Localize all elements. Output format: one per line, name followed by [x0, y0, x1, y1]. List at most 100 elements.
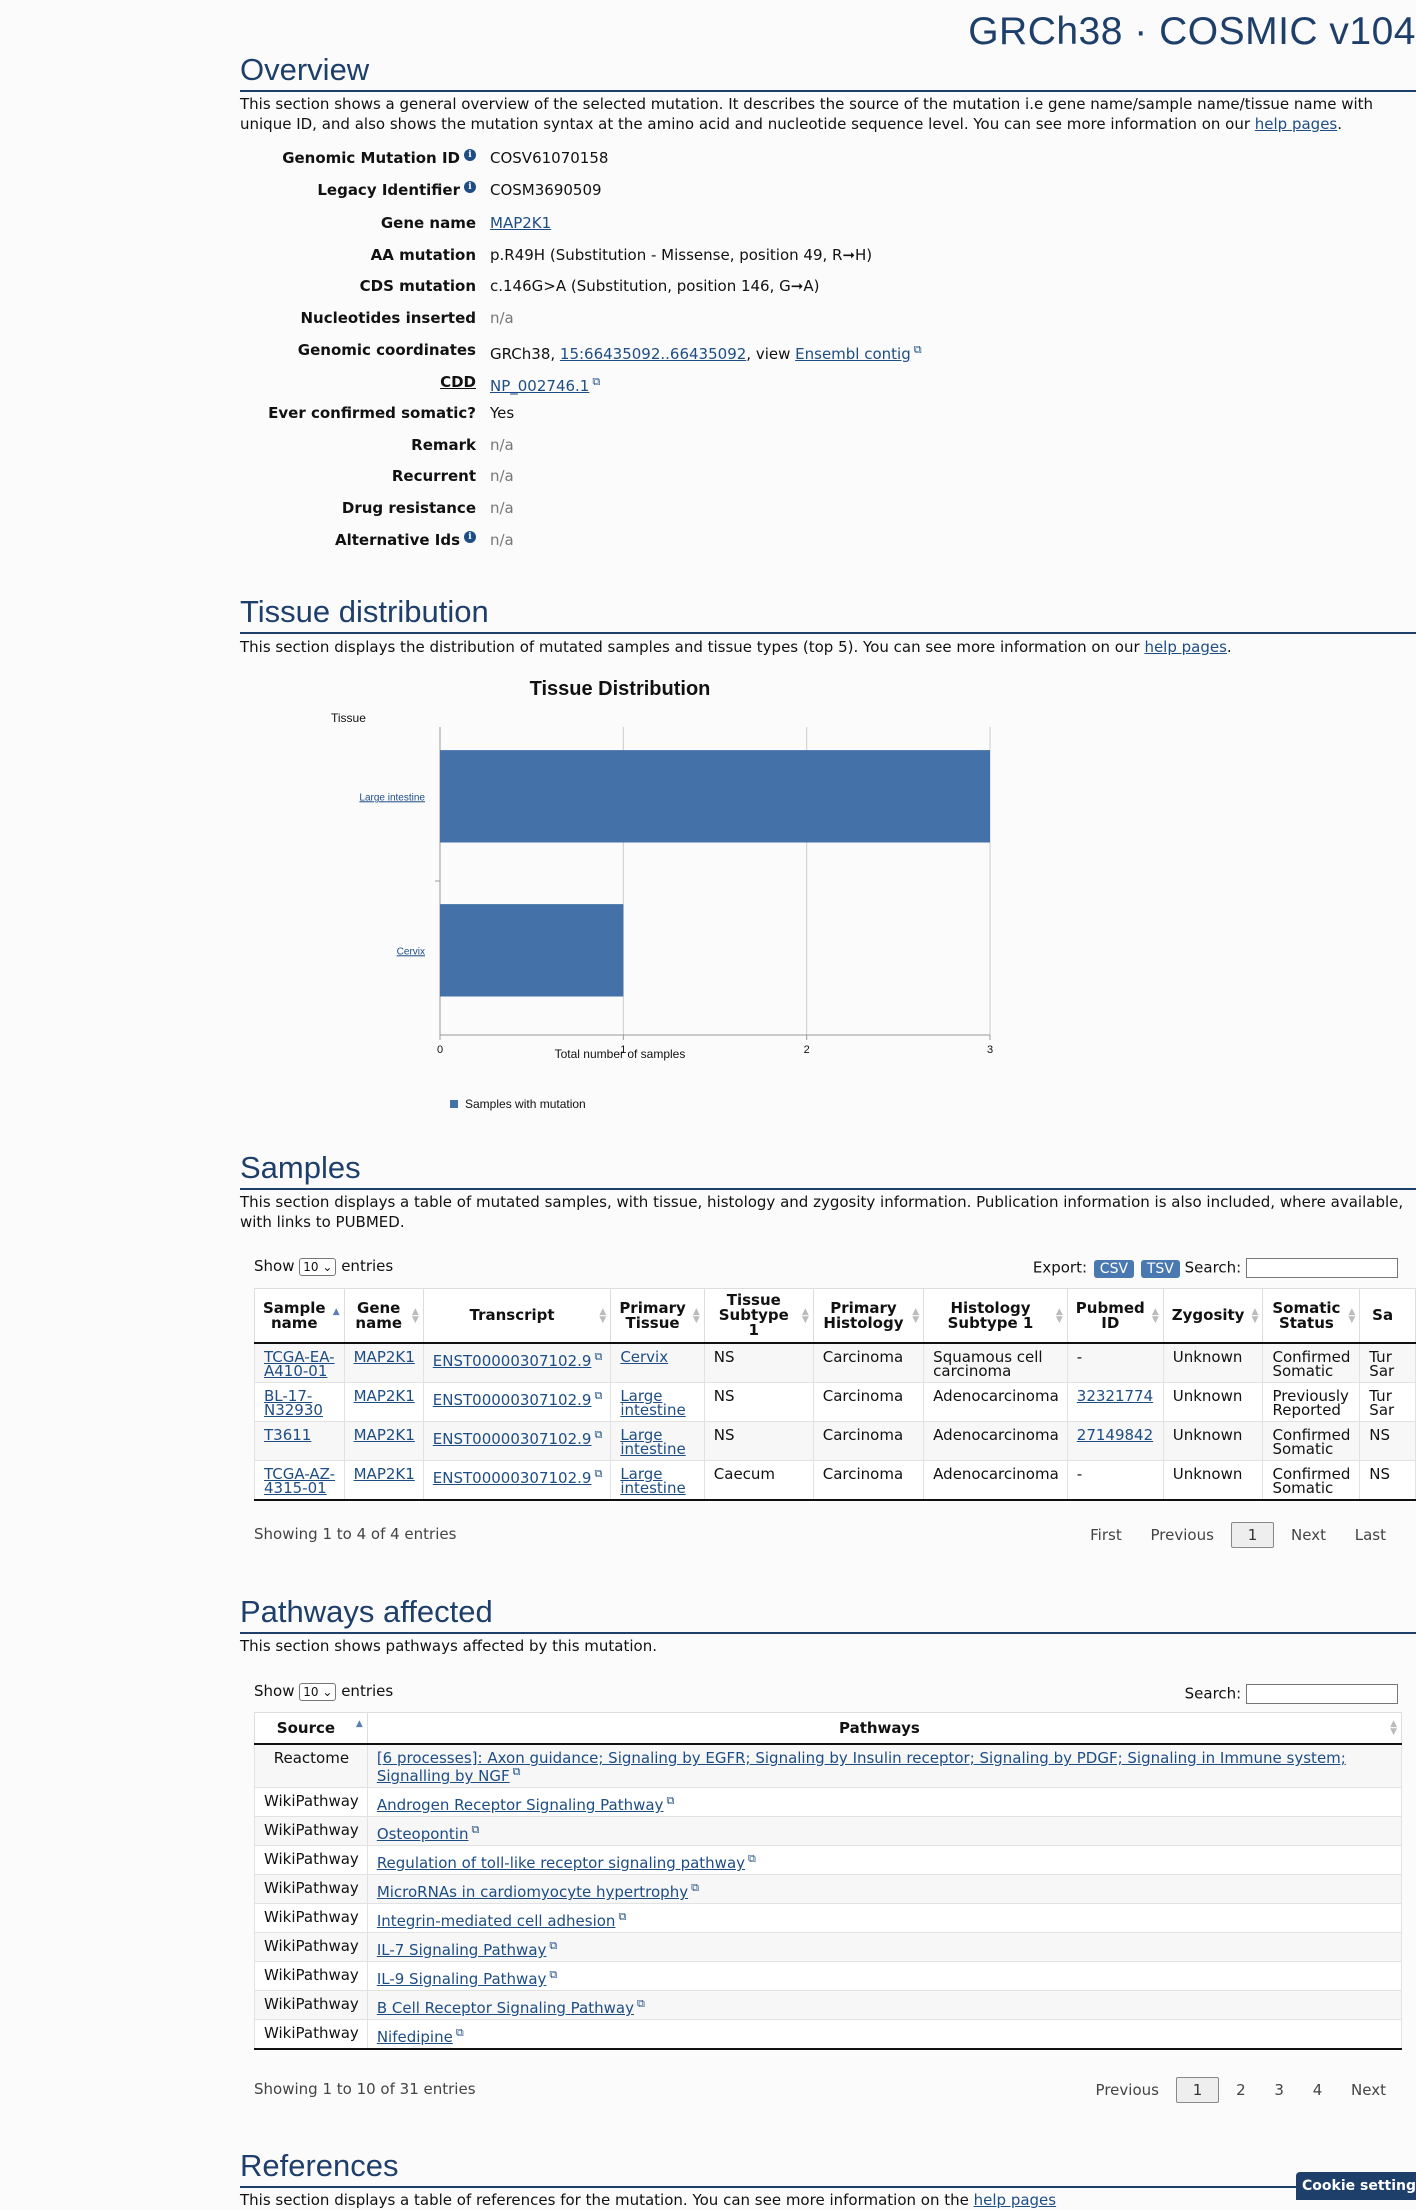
samples-page-size-select[interactable]: 10 ⌄	[299, 1257, 337, 1276]
pathways-description: This section shows pathways affected by …	[240, 1637, 657, 1655]
col-source[interactable]: Source ▲	[254, 1712, 368, 1745]
pager-previous[interactable]: Previous	[1150, 1526, 1214, 1544]
sample-link[interactable]: T3611	[264, 1426, 312, 1444]
col-pubmed-id[interactable]: Pubmed ID ▲ ▼	[1066, 1288, 1164, 1344]
overview-help-link[interactable]: help pages	[1254, 115, 1338, 133]
col-sample-name[interactable]: Sample name ▲	[254, 1288, 345, 1344]
overview-description: This section shows a general overview of…	[240, 95, 1374, 133]
pathways-length-control: Show 10 ⌄ entries	[254, 1682, 394, 1701]
gene-link[interactable]: MAP2K1	[353, 1465, 415, 1483]
source-cell: WikiPathway	[254, 2019, 368, 2050]
source-cell: WikiPathway	[254, 1932, 368, 1962]
external-link-icon: ⧉	[471, 1823, 480, 1836]
col-primary-tissue[interactable]: Primary Tissue ▲ ▼	[610, 1288, 705, 1344]
pathway-link[interactable]: IL-9 Signaling Pathway	[376, 1970, 547, 1988]
gene-name-link[interactable]: MAP2K1	[490, 214, 552, 232]
gene-link[interactable]: MAP2K1	[353, 1348, 415, 1366]
cookie-settings-button[interactable]: Cookie settings	[1296, 2172, 1416, 2200]
pager-next[interactable]: Next	[1351, 2081, 1386, 2099]
transcript-link[interactable]: ENST00000307102.9	[432, 1430, 592, 1448]
pathway-link[interactable]: Regulation of toll-like receptor signali…	[376, 1854, 746, 1872]
pathways-page-size-select[interactable]: 10 ⌄	[299, 1682, 337, 1701]
col-zygosity[interactable]: Zygosity ▲ ▼	[1162, 1288, 1264, 1344]
col-histology-subtype[interactable]: Histology Subtype 1 ▲ ▼	[923, 1288, 1068, 1344]
pager-first[interactable]: First	[1090, 1526, 1122, 1544]
samples-export-search: Export: CSV TSV Search:	[1033, 1258, 1398, 1278]
col-sample-type[interactable]: Sa	[1359, 1288, 1416, 1344]
source-cell: WikiPathway	[254, 1990, 368, 2020]
col-gene-name[interactable]: Gene name ▲ ▼	[343, 1288, 424, 1344]
category-label[interactable]: Large intestine	[359, 792, 425, 803]
pathway-link[interactable]: [6 processes]: Axon guidance; Signaling …	[376, 1749, 1346, 1785]
pager-next[interactable]: Next	[1291, 1526, 1326, 1544]
gene-link[interactable]: MAP2K1	[353, 1426, 415, 1444]
col-somatic-status[interactable]: Somatic Status ▲ ▼	[1262, 1288, 1361, 1344]
sample-link[interactable]: TCGA-EA-A410-01	[264, 1348, 335, 1380]
gene-link[interactable]: MAP2K1	[353, 1387, 415, 1405]
pathway-link[interactable]: Osteopontin	[376, 1825, 469, 1843]
pubmed-link[interactable]: 27149842	[1076, 1426, 1154, 1444]
somatic-status-cell: Confirmed Somatic	[1262, 1342, 1361, 1383]
pathways-search-input[interactable]	[1246, 1684, 1398, 1704]
col-transcript[interactable]: Transcript ▲ ▼	[422, 1288, 612, 1344]
transcript-link[interactable]: ENST00000307102.9	[432, 1352, 592, 1370]
pathways-table: Source ▲ Pathways ▲ ▼ Reactome [6 processes…	[254, 1712, 1403, 2050]
pager-page-3[interactable]: 3	[1274, 2081, 1284, 2099]
pubmed-link[interactable]: 32321774	[1076, 1387, 1154, 1405]
info-icon[interactable]: i	[464, 531, 476, 543]
col-pathways[interactable]: Pathways ▲ ▼	[366, 1712, 1403, 1745]
category-label[interactable]: Cervix	[397, 946, 425, 957]
tissue-subtype-cell: NS	[703, 1421, 814, 1461]
coordinates-link[interactable]: 15:66435092..66435092	[559, 345, 747, 363]
tissue-link[interactable]: Large intestine	[620, 1387, 686, 1419]
col-primary-histology[interactable]: Primary Histology ▲ ▼	[812, 1288, 925, 1344]
samples-search-input[interactable]	[1246, 1258, 1398, 1278]
sample-link[interactable]: TCGA-AZ-4315-01	[264, 1465, 336, 1497]
pager-page-1[interactable]: 1	[1175, 2077, 1220, 2103]
external-link-icon: ⧉	[594, 1350, 603, 1363]
pager-current[interactable]: 1	[1230, 1522, 1275, 1548]
tissue-link[interactable]: Cervix	[620, 1348, 669, 1366]
col-tissue-subtype[interactable]: Tissue Subtype 1 ▲ ▼	[703, 1288, 814, 1344]
ever-confirmed-somatic-value: Yes	[490, 404, 515, 422]
pager-page-4[interactable]: 4	[1312, 2081, 1323, 2099]
pathway-link[interactable]: B Cell Receptor Signaling Pathway	[376, 1999, 634, 2017]
tissue-help-link[interactable]: help pages	[1144, 638, 1227, 656]
external-link-icon: ⧉	[512, 1765, 521, 1778]
transcript-link[interactable]: ENST00000307102.9	[432, 1469, 592, 1487]
histology-subtype-cell: Adenocarcinoma	[923, 1421, 1068, 1461]
ensembl-contig-link[interactable]: Ensembl contig	[795, 345, 911, 363]
tissue-link[interactable]: Large intestine	[620, 1426, 686, 1458]
sample-type-cell: NS	[1359, 1460, 1416, 1501]
pathway-link[interactable]: Androgen Receptor Signaling Pathway	[376, 1796, 664, 1814]
external-link-icon: ⧉	[549, 1939, 558, 1952]
x-tick-label: 1	[620, 1044, 626, 1056]
genomic-mutation-id-value: COSV61070158	[490, 149, 609, 167]
external-link-icon: ⧉	[618, 1910, 627, 1923]
pathway-link[interactable]: IL-7 Signaling Pathway	[376, 1941, 547, 1959]
histology-subtype-cell: Adenocarcinoma	[923, 1382, 1068, 1422]
references-help-link[interactable]: help pages	[973, 2191, 1057, 2209]
pager-previous[interactable]: Previous	[1095, 2081, 1159, 2099]
tissue-link[interactable]: Large intestine	[620, 1465, 686, 1497]
export-csv-button[interactable]: CSV	[1093, 1259, 1135, 1278]
overview-heading: Overview	[240, 52, 1416, 92]
pathway-link[interactable]: Nifedipine	[376, 2028, 453, 2046]
info-icon[interactable]: i	[464, 181, 476, 193]
table-row: WikiPathway Androgen Receptor Signaling …	[254, 1787, 1403, 1817]
pathway-link[interactable]: Integrin-mediated cell adhesion	[376, 1912, 616, 1930]
pager-last[interactable]: Last	[1354, 1526, 1386, 1544]
table-row: WikiPathway IL-7 Signaling Pathway ⧉	[254, 1932, 1403, 1962]
cdd-link[interactable]: NP_002746.1	[490, 377, 590, 395]
references-heading: References	[240, 2148, 1416, 2188]
external-link-icon: ⧉	[455, 2026, 464, 2039]
source-cell: WikiPathway	[254, 1845, 368, 1875]
pathway-link[interactable]: MicroRNAs in cardiomyocyte hypertrophy	[376, 1883, 689, 1901]
tissue-distribution-chart: 0 1 2 3 Large intestine Cervix Tissue Distrib…	[331, 678, 993, 1111]
external-link-icon: ⧉	[636, 1997, 645, 2010]
transcript-link[interactable]: ENST00000307102.9	[432, 1391, 592, 1409]
pager-page-2[interactable]: 2	[1236, 2081, 1246, 2099]
export-tsv-button[interactable]: TSV	[1140, 1259, 1180, 1278]
sample-link[interactable]: BL-17-N32930	[264, 1387, 323, 1419]
info-icon[interactable]: i	[464, 149, 476, 161]
